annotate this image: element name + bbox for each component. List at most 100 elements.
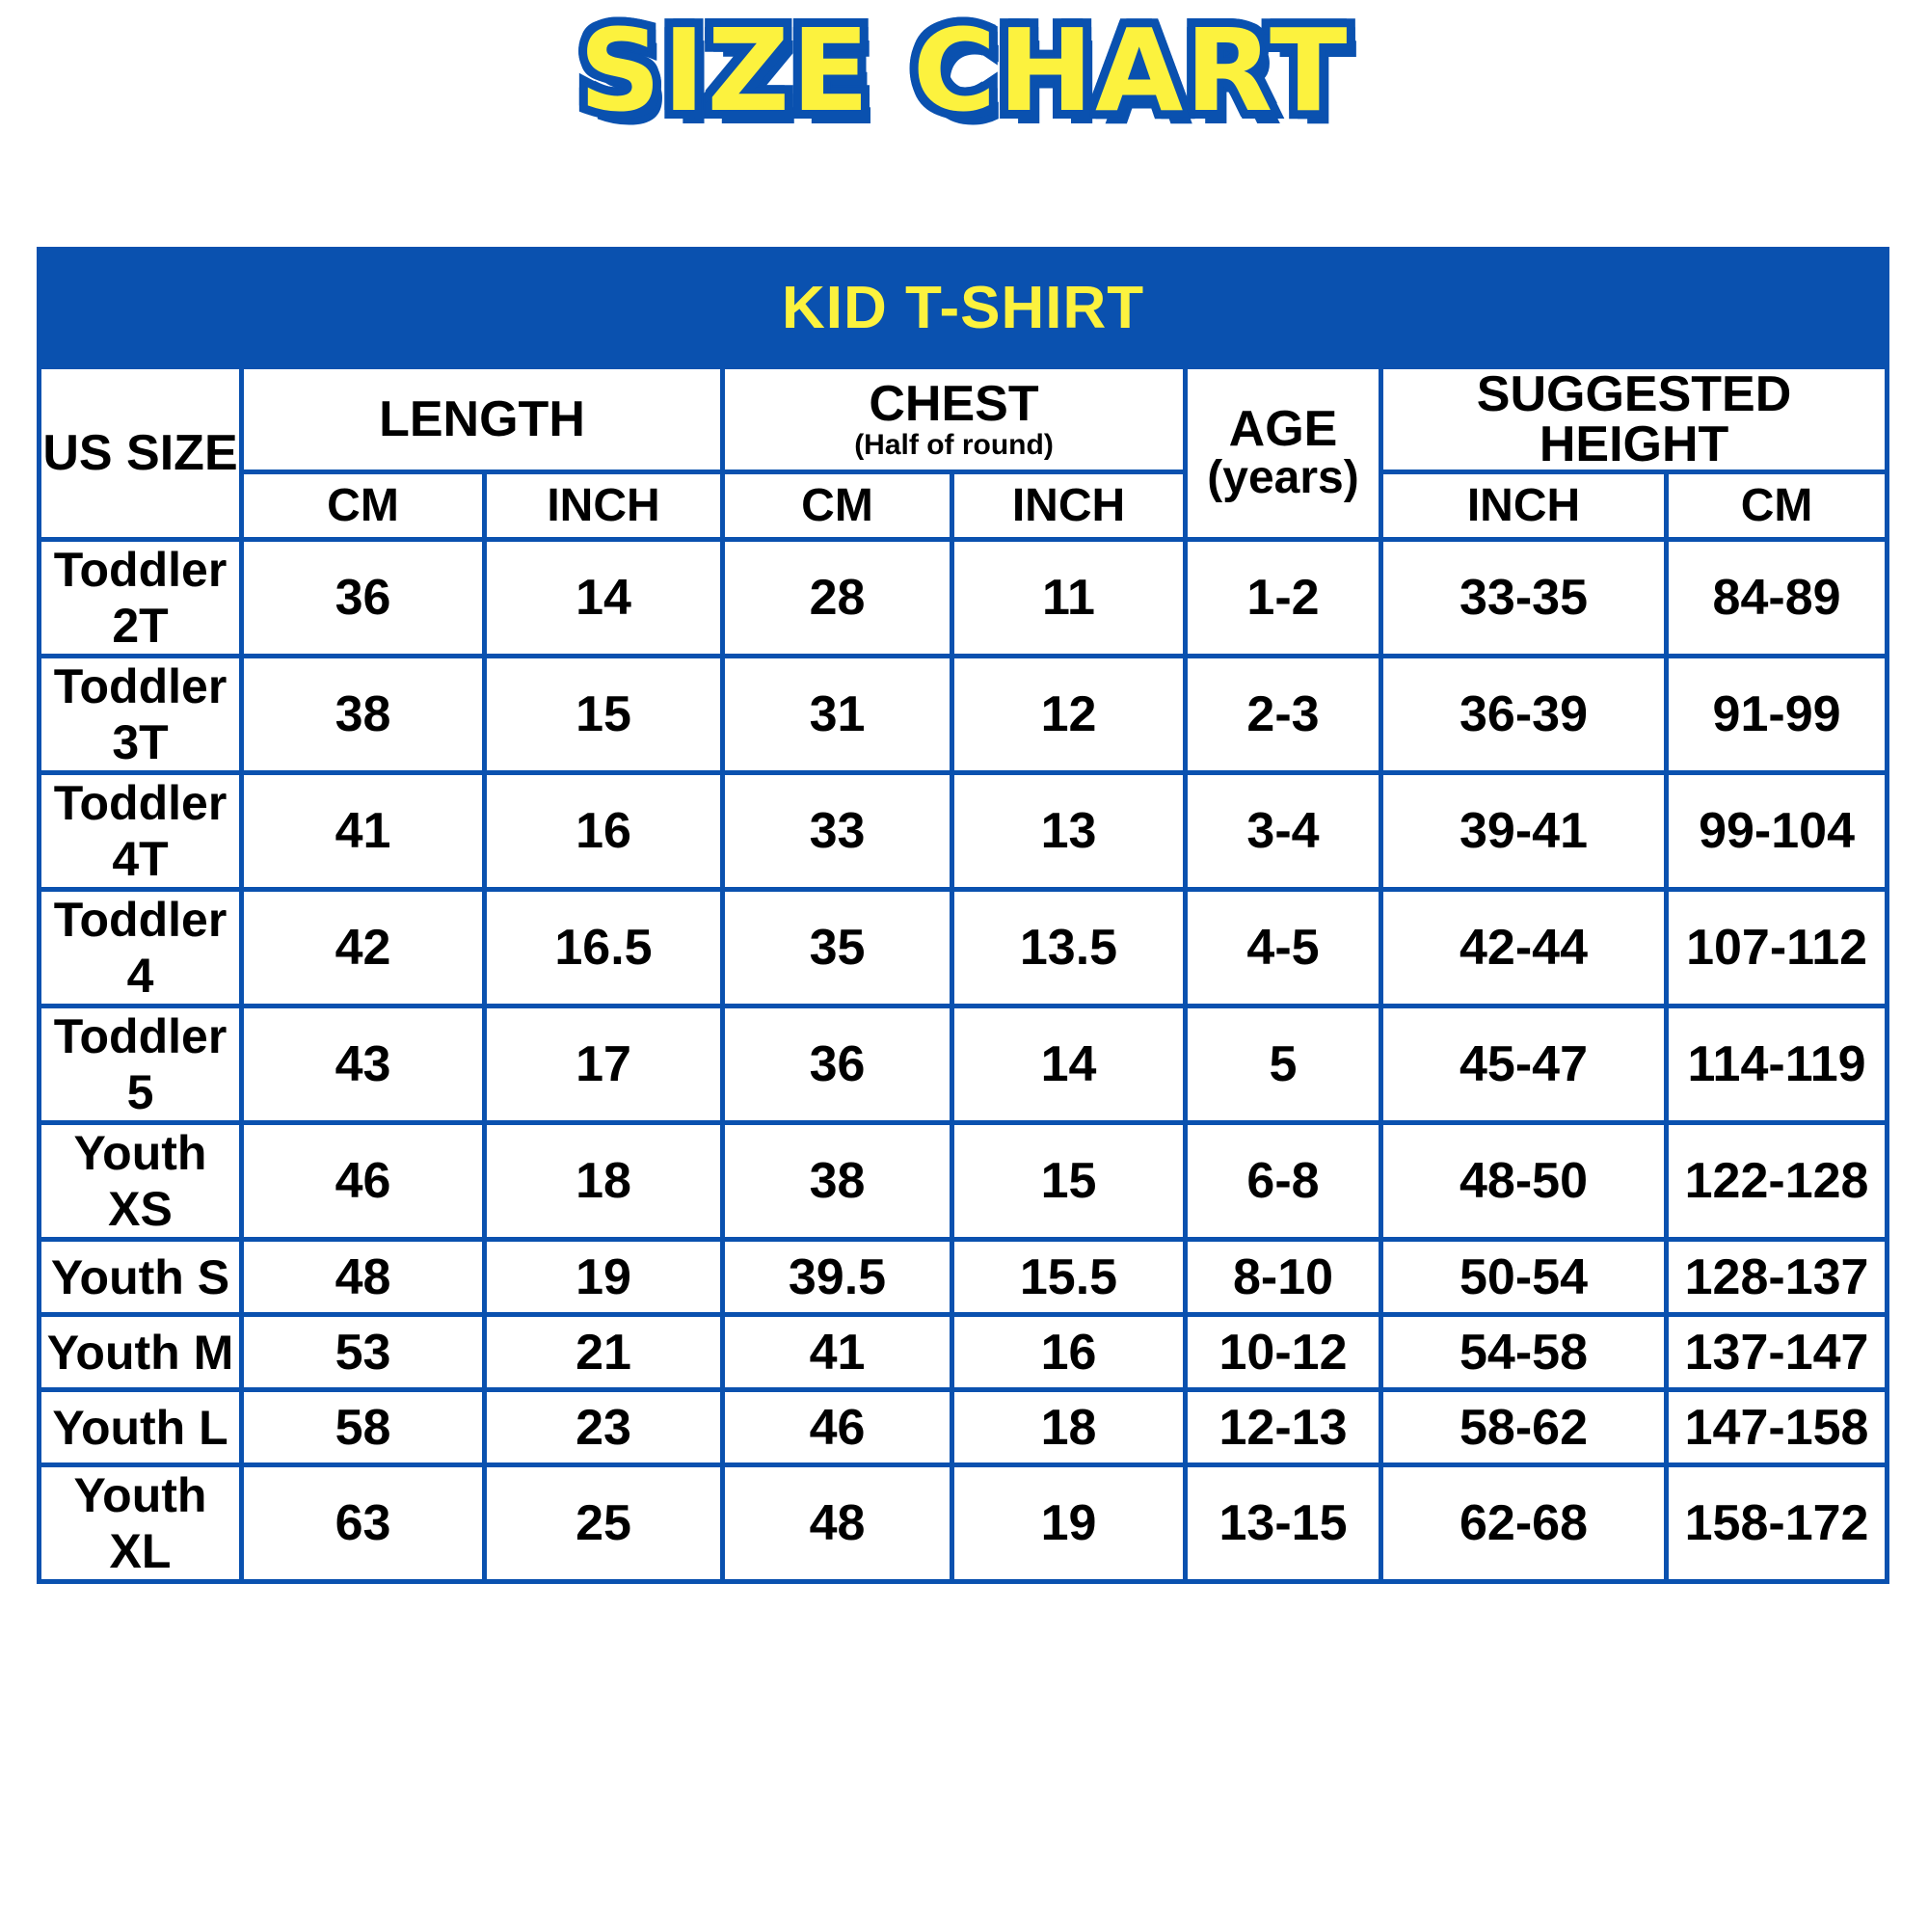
cell-us-size: Toddler 5 [37,1004,244,1125]
header-chest-cm: CM [720,470,954,542]
cell-length-inch: 15 [482,654,725,775]
cell-us-size: Youth XL [37,1462,244,1584]
cell-chest-inch: 11 [950,537,1188,658]
cell-length-cm: 63 [239,1462,487,1584]
header-chest-inch: INCH [950,470,1188,542]
cell-age: 1-2 [1183,537,1383,658]
cell-length-cm: 36 [239,537,487,658]
header-height-inch: INCH [1379,470,1669,542]
cell-height-inch: 58-62 [1379,1387,1669,1467]
cell-us-size: Youth M [37,1312,244,1392]
cell-length-cm: 43 [239,1004,487,1125]
cell-length-inch: 21 [482,1312,725,1392]
table-row: Youth L 58 23 46 18 12-13 58-62 147-158 [37,1387,1890,1467]
header-age: AGE (years) [1183,364,1383,542]
header-chest-label: CHEST [869,376,1039,432]
header-row-primary: US SIZE LENGTH CHEST (Half of round) AGE… [37,364,1890,542]
cell-height-cm: 147-158 [1663,1387,1890,1467]
cell-height-inch: 33-35 [1379,537,1669,658]
cell-chest-inch: 15 [950,1120,1188,1242]
cell-length-inch: 17 [482,1004,725,1125]
cell-length-cm: 46 [239,1120,487,1242]
cell-chest-inch: 16 [950,1312,1188,1392]
header-suggested-height: SUGGESTED HEIGHT [1378,364,1890,474]
cell-height-cm: 122-128 [1663,1120,1890,1242]
cell-us-size: Toddler 4 [37,887,244,1008]
cell-age: 4-5 [1183,887,1383,1008]
cell-length-inch: 18 [482,1120,725,1242]
header-chest: CHEST (Half of round) [720,364,1188,474]
product-banner-label: KID T-SHIRT [36,247,1890,369]
table-row: Toddler 4T 41 16 33 13 3-4 39-41 99-104 [37,770,1890,892]
cell-age: 3-4 [1183,770,1383,892]
table-row: Toddler 2T 36 14 28 11 1-2 33-35 84-89 [37,537,1890,658]
table-row: Youth XL 63 25 48 19 13-15 62-68 158-172 [37,1462,1890,1584]
cell-height-inch: 50-54 [1379,1237,1669,1317]
cell-length-cm: 53 [239,1312,487,1392]
cell-length-inch: 16.5 [482,887,725,1008]
cell-us-size: Toddler 3T [37,654,244,775]
table-row: Youth M 53 21 41 16 10-12 54-58 137-147 [37,1312,1890,1392]
header-age-unit: (years) [1207,451,1359,503]
cell-height-cm: 128-137 [1663,1237,1890,1317]
cell-height-cm: 137-147 [1663,1312,1890,1392]
cell-height-inch: 48-50 [1379,1120,1669,1242]
cell-length-inch: 19 [482,1237,725,1317]
size-chart-table: KID T-SHIRT US SIZE LENGTH CHEST (Half o… [36,247,1890,1584]
cell-length-cm: 42 [239,887,487,1008]
header-us-size: US SIZE [37,364,244,542]
cell-chest-inch: 19 [950,1462,1188,1584]
cell-height-inch: 45-47 [1379,1004,1669,1125]
header-chest-note: (Half of round) [854,429,1054,461]
size-chart-table-wrapper: KID T-SHIRT US SIZE LENGTH CHEST (Half o… [36,247,1890,1584]
cell-chest-cm: 36 [720,1004,954,1125]
table-row: Toddler 3T 38 15 31 12 2-3 36-39 91-99 [37,654,1890,775]
cell-height-cm: 114-119 [1663,1004,1890,1125]
header-row-units: CM INCH CM INCH INCH CM [40,470,1890,542]
cell-length-cm: 58 [239,1387,487,1467]
header-length-inch: INCH [482,470,725,542]
table-row: Youth XS 46 18 38 15 6-8 48-50 122-128 [37,1120,1890,1242]
cell-height-cm: 84-89 [1663,537,1890,658]
header-age-label: AGE [1228,400,1338,457]
cell-height-cm: 107-112 [1663,887,1890,1008]
cell-age: 13-15 [1183,1462,1383,1584]
cell-chest-inch: 18 [950,1387,1188,1467]
cell-chest-cm: 48 [720,1462,954,1584]
cell-chest-cm: 46 [720,1387,954,1467]
page-title: SIZE CHART [571,2,1356,139]
cell-length-inch: 14 [482,537,725,658]
cell-chest-cm: 39.5 [720,1237,954,1317]
cell-length-inch: 16 [482,770,725,892]
cell-height-inch: 39-41 [1379,770,1669,892]
cell-length-cm: 41 [239,770,487,892]
cell-length-inch: 25 [482,1462,725,1584]
cell-length-inch: 23 [482,1387,725,1467]
cell-chest-inch: 13 [950,770,1188,892]
cell-height-cm: 158-172 [1663,1462,1890,1584]
cell-age: 10-12 [1183,1312,1383,1392]
cell-chest-cm: 35 [720,887,954,1008]
cell-us-size: Youth L [37,1387,244,1467]
cell-height-inch: 54-58 [1379,1312,1669,1392]
cell-chest-cm: 31 [720,654,954,775]
product-banner-row: KID T-SHIRT [36,247,1890,369]
cell-length-cm: 38 [239,654,487,775]
title-block: SIZE CHART [0,0,1928,145]
cell-height-inch: 42-44 [1379,887,1669,1008]
cell-height-inch: 36-39 [1379,654,1669,775]
header-height-cm: CM [1663,470,1890,542]
cell-chest-cm: 33 [720,770,954,892]
cell-age: 12-13 [1183,1387,1383,1467]
cell-chest-cm: 28 [720,537,954,658]
cell-us-size: Youth S [37,1237,244,1317]
cell-age: 6-8 [1183,1120,1383,1242]
cell-length-cm: 48 [239,1237,487,1317]
cell-age: 8-10 [1183,1237,1383,1317]
cell-chest-cm: 41 [720,1312,954,1392]
cell-chest-inch: 14 [950,1004,1188,1125]
cell-us-size: Toddler 2T [37,537,244,658]
cell-us-size: Toddler 4T [37,770,244,892]
cell-height-cm: 99-104 [1663,770,1890,892]
cell-us-size: Youth XS [37,1120,244,1242]
